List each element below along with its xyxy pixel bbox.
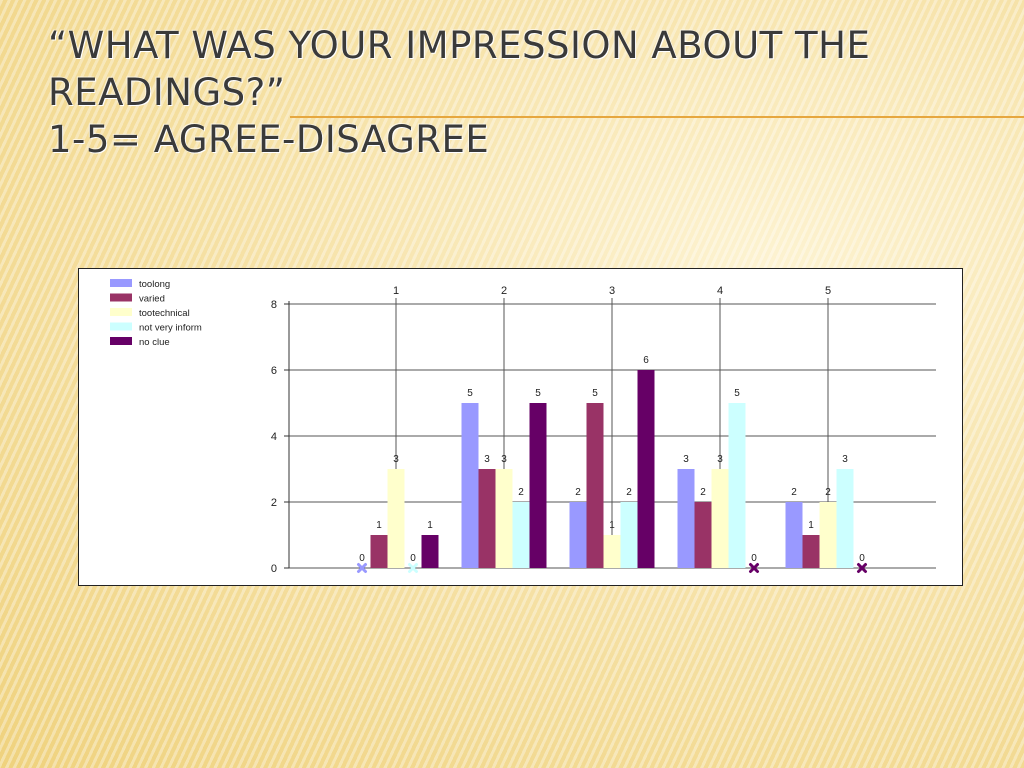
legend-label-tootechnical: tootechnical	[139, 308, 190, 319]
y-tick-label-2: 2	[271, 497, 277, 509]
x-tick-label-3: 3	[609, 285, 615, 297]
x-tick-label-1: 1	[393, 285, 399, 297]
y-tick-label-6: 6	[271, 365, 277, 377]
data-label-toolong-cat-4: 3	[683, 454, 689, 465]
title-line-2: readings?”	[48, 71, 286, 114]
bar-varied-cat-2	[478, 469, 496, 568]
bar-toolong-cat-3	[569, 502, 587, 568]
data-label-no-clue-cat-4: 0	[751, 553, 757, 564]
slide-title: “What was your impression about the read…	[48, 22, 948, 163]
legend-swatch-not-very-inform	[110, 322, 132, 331]
data-label-toolong-cat-3: 2	[575, 487, 581, 498]
data-label-toolong-cat-2: 5	[467, 388, 473, 399]
zero-marker-no-clue-cat-5	[857, 563, 867, 573]
bar-not-very-inform-cat-4	[728, 403, 746, 568]
bar-varied-cat-3	[586, 403, 604, 568]
data-label-toolong-cat-5: 2	[791, 487, 797, 498]
x-tick-label-5: 5	[825, 285, 831, 297]
legend-swatch-toolong	[110, 279, 132, 287]
data-label-tootechnical-cat-2: 3	[501, 454, 507, 465]
bar-not-very-inform-cat-2	[512, 502, 530, 568]
bar-varied-cat-5	[802, 535, 820, 568]
bar-tootechnical-cat-1	[387, 469, 405, 568]
data-label-varied-cat-5: 1	[808, 520, 814, 531]
data-label-no-clue-cat-1: 1	[427, 520, 433, 531]
title-line-3: 1-5= agree-disagree	[48, 118, 490, 161]
legend-swatch-varied	[110, 293, 132, 302]
data-label-varied-cat-1: 1	[376, 520, 382, 531]
zero-marker-not-very-inform-cat-1	[408, 563, 418, 573]
bar-no-clue-cat-1	[421, 535, 439, 568]
legend-label-toolong: toolong	[139, 279, 170, 290]
x-tick-label-2: 2	[501, 285, 507, 297]
bar-tootechnical-cat-2	[495, 469, 513, 568]
legend-label-not-very-inform: not very inform	[139, 323, 202, 334]
legend-label-varied: varied	[139, 294, 165, 305]
legend-swatch-tootechnical	[110, 308, 132, 316]
data-label-not-very-inform-cat-3: 2	[626, 487, 632, 498]
zero-marker-toolong-cat-1	[357, 563, 367, 573]
bar-toolong-cat-4	[677, 469, 695, 568]
bar-no-clue-cat-2	[529, 403, 547, 568]
legend-label-no-clue: no clue	[139, 337, 170, 348]
bar-tootechnical-cat-5	[819, 502, 837, 568]
data-label-not-very-inform-cat-1: 0	[410, 553, 416, 564]
data-label-tootechnical-cat-4: 3	[717, 454, 723, 465]
bar-varied-cat-4	[694, 502, 712, 568]
data-label-no-clue-cat-2: 5	[535, 388, 541, 399]
y-tick-label-8: 8	[271, 299, 277, 311]
y-tick-label-4: 4	[271, 431, 277, 443]
bar-not-very-inform-cat-5	[836, 469, 854, 568]
bar-tootechnical-cat-3	[603, 535, 621, 568]
x-tick-label-4: 4	[717, 285, 723, 297]
bar-not-very-inform-cat-3	[620, 502, 638, 568]
data-label-tootechnical-cat-1: 3	[393, 454, 399, 465]
data-label-no-clue-cat-5: 0	[859, 553, 865, 564]
bar-toolong-cat-5	[785, 502, 803, 568]
data-label-not-very-inform-cat-4: 5	[734, 388, 740, 399]
data-label-toolong-cat-1: 0	[359, 553, 365, 564]
title-line-1: “What was your impression about the	[48, 24, 871, 67]
bar-no-clue-cat-3	[637, 370, 655, 568]
chart-frame: 0 2 4 6 8 1 2 3 4 5 0 1 3 0 1 5 3 3 2 5 2 5 1 2 6 3 2 3 5 0 2 1 2 3 0 toolo…	[78, 268, 963, 586]
bar-varied-cat-1	[370, 535, 388, 568]
y-tick-label-0: 0	[271, 563, 277, 575]
data-label-not-very-inform-cat-2: 2	[518, 487, 524, 498]
bar-tootechnical-cat-4	[711, 469, 729, 568]
data-label-no-clue-cat-3: 6	[643, 355, 649, 366]
data-label-varied-cat-4: 2	[700, 487, 706, 498]
data-label-tootechnical-cat-3: 1	[609, 520, 615, 531]
bar-toolong-cat-2	[461, 403, 479, 568]
data-label-varied-cat-3: 5	[592, 388, 598, 399]
data-label-not-very-inform-cat-5: 3	[842, 454, 848, 465]
data-label-varied-cat-2: 3	[484, 454, 490, 465]
legend-swatch-no-clue	[110, 337, 132, 345]
zero-marker-no-clue-cat-4	[749, 563, 759, 573]
data-label-tootechnical-cat-5: 2	[825, 487, 831, 498]
title-divider	[290, 116, 1024, 118]
